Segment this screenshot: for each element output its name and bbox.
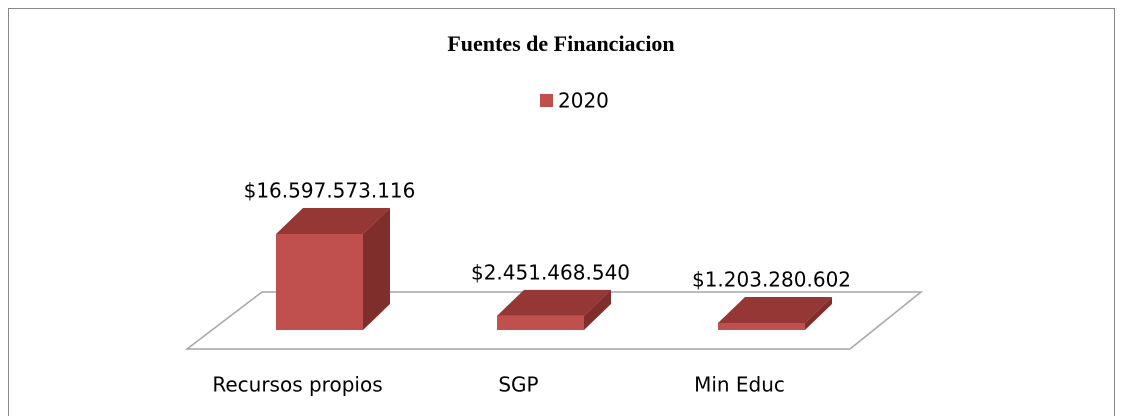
bar-front	[276, 234, 363, 330]
floor	[184, 291, 924, 350]
bar	[718, 297, 832, 330]
bar-front	[497, 315, 584, 330]
legend-swatch	[540, 94, 553, 107]
bar-front	[718, 323, 805, 330]
chart-border	[8, 8, 1115, 416]
data-label: $16.597.573.116	[244, 179, 416, 203]
x-tick-label: Recursos propios	[212, 373, 382, 397]
data-label: $2.451.468.540	[471, 260, 630, 284]
bar	[497, 289, 611, 330]
bar-top	[276, 208, 390, 234]
bar-side	[363, 208, 390, 330]
chart-title: Fuentes de Financiacion	[447, 31, 674, 56]
legend-label: 2020	[558, 89, 609, 113]
bar	[276, 208, 390, 330]
x-tick-label: SGP	[498, 373, 538, 397]
data-label: $1.203.280.602	[692, 268, 851, 292]
x-tick-label: Min Educ	[694, 373, 785, 397]
bar-top	[497, 289, 611, 316]
bar-side	[805, 297, 832, 330]
bar-side	[584, 289, 611, 330]
bar-top	[718, 297, 832, 324]
